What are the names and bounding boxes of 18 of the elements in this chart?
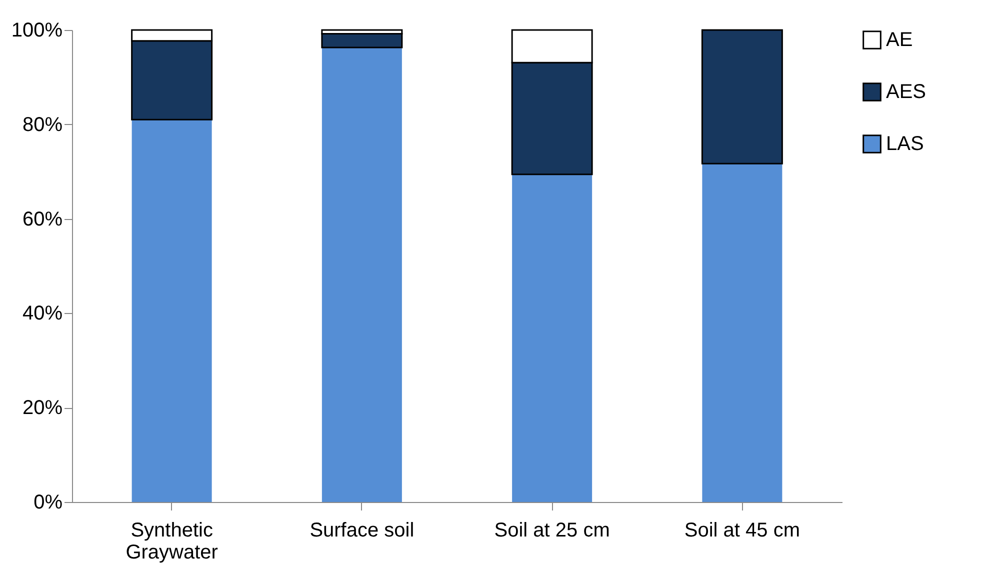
legend-label: AES — [886, 81, 926, 103]
y-tick-label: 40% — [22, 302, 63, 325]
bar — [132, 120, 212, 502]
y-tick-label: 60% — [22, 208, 63, 230]
y-tick-label: 80% — [22, 114, 63, 136]
y-tick-label: 20% — [22, 397, 63, 420]
bar — [702, 164, 782, 502]
y-tick-label: 100% — [11, 20, 63, 42]
bar — [701, 29, 783, 164]
y-tick-label: 0% — [34, 492, 63, 514]
legend-label: LAS — [886, 133, 924, 155]
legend-label: AE — [886, 29, 913, 51]
bar — [512, 174, 592, 502]
x-tick-label: Soil at 25 cm — [494, 520, 610, 542]
x-tick-label: Soil at 45 cm — [684, 520, 800, 542]
x-tick-label: Surface soil — [310, 520, 414, 542]
bar — [322, 47, 402, 502]
x-tick-label: Synthetic Graywater — [126, 520, 218, 564]
